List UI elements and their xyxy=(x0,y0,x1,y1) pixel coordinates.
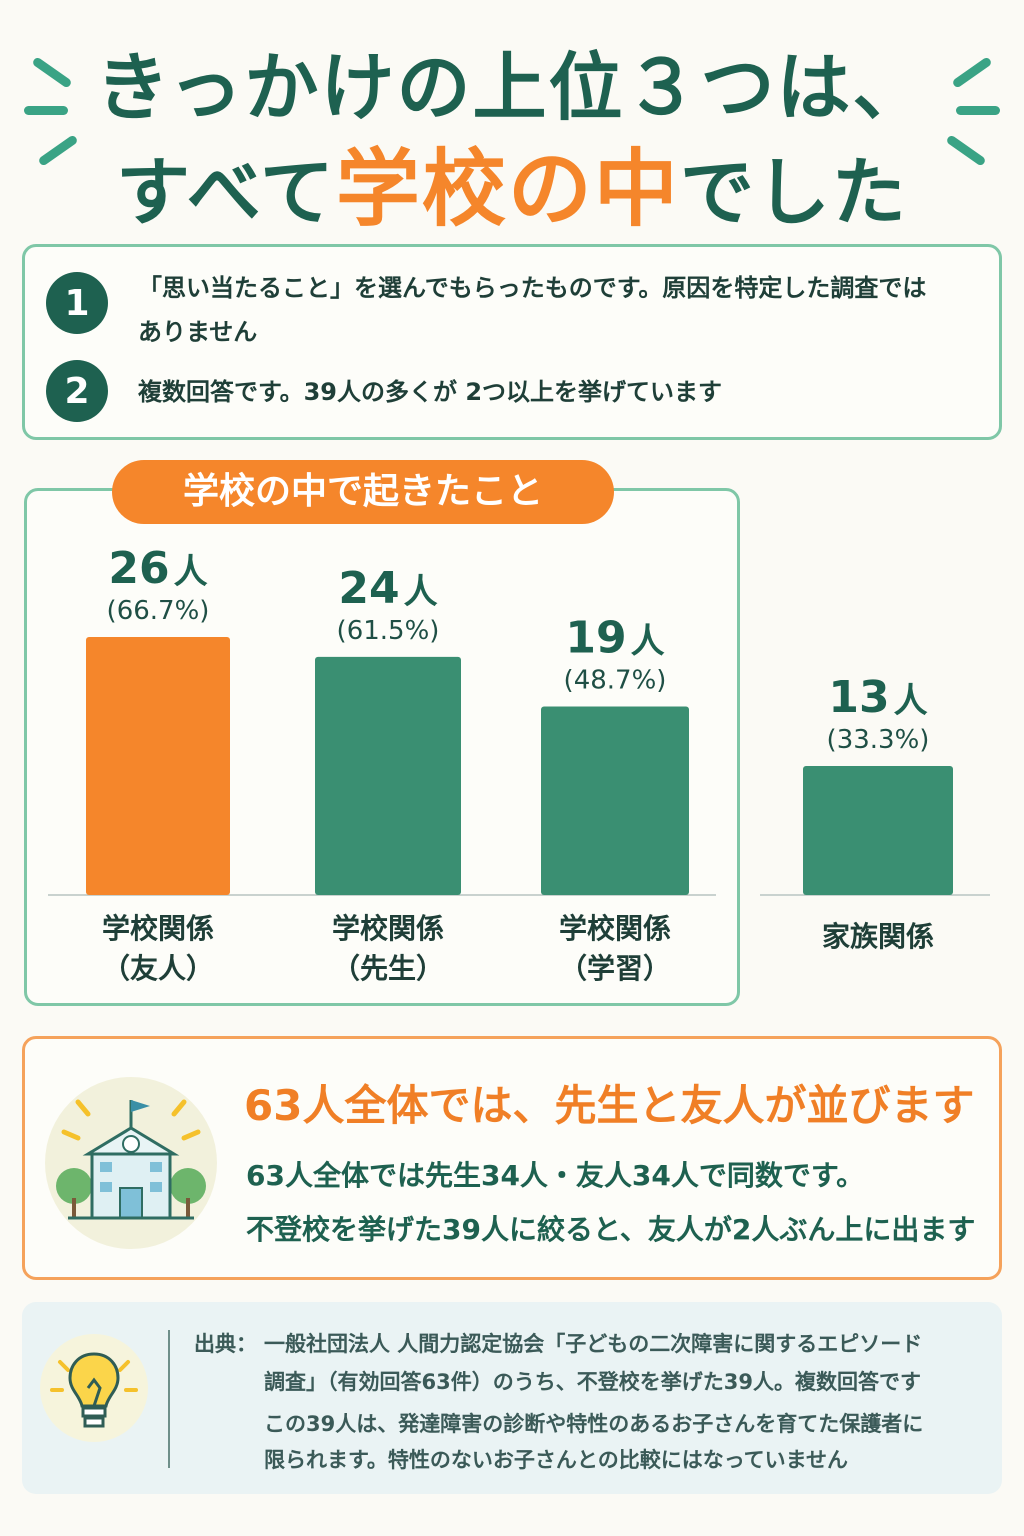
source-line2: 調査」（有効回答63件）のうち、不登校を挙げた39人。複数回答です xyxy=(264,1370,921,1394)
chart-value-label: 19 人 xyxy=(565,612,664,663)
chart-bar xyxy=(315,656,461,895)
summary-line1: 63人全体では先生34人・友人34人で同数です。 xyxy=(246,1159,865,1192)
chart-category-sublabel: （先生） xyxy=(332,952,444,985)
title-ray xyxy=(956,106,1000,115)
title-ray xyxy=(24,106,68,115)
source-line4: 限られます。特性のないお子さんとの比較にはなっていません xyxy=(264,1448,849,1472)
school-building-icon xyxy=(45,1077,217,1249)
note-number-1: 1 xyxy=(46,272,108,334)
chart-category-sublabel: （友人） xyxy=(102,952,214,985)
notes-box xyxy=(22,244,1002,440)
chart-value-label: 24 人 xyxy=(338,563,437,614)
chart-percent-label: (66.7%) xyxy=(107,596,210,626)
chart-bar xyxy=(803,766,953,895)
source-divider xyxy=(168,1330,170,1468)
chart-percent-label: (48.7%) xyxy=(564,665,667,695)
title-highlight: 学校の中 xyxy=(335,140,680,238)
source-line1: 一般社団法人 人間力認定協会「子どもの二次障害に関するエピソード xyxy=(264,1332,923,1356)
chart-category-label: 学校関係 xyxy=(332,912,444,945)
chart-value-label: 13 人 xyxy=(828,672,927,723)
note-2-line1: 複数回答です。39人の多くが 2つ以上を挙げています xyxy=(138,378,723,406)
lightbulb-icon xyxy=(40,1334,148,1442)
chart-bar xyxy=(86,637,230,895)
source-box xyxy=(22,1302,1002,1494)
source-label: 出典： xyxy=(194,1332,257,1356)
title-suffix: でした xyxy=(679,150,908,236)
chart-category-sublabel: （学習） xyxy=(559,952,671,985)
chart-bar xyxy=(541,706,689,895)
chart-percent-label: (61.5%) xyxy=(337,616,440,646)
chart-category-label: 家族関係 xyxy=(822,920,934,953)
chart-value-label: 26 人 xyxy=(108,543,207,594)
chart-category-label: 学校関係 xyxy=(102,912,214,945)
note-1-line1: 「思い当たること」を選んでもらったものです。原因を特定した調査では xyxy=(138,274,927,302)
page-title-line2: すべて学校の中でした xyxy=(0,122,1024,243)
chart-category-label: 学校関係 xyxy=(559,912,671,945)
note-1-line2: ありません xyxy=(138,318,258,346)
school-panel-title: 学校の中で起きたこと xyxy=(112,460,614,524)
page-title-line1: きっかけの上位３つは、 xyxy=(95,45,929,131)
summary-heading: 63人全体では、先生と友人が並びます xyxy=(244,1081,975,1130)
source-line3: この39人は、発達障害の診断や特性のあるお子さんを育てた保護者に xyxy=(264,1412,924,1436)
chart-percent-label: (33.3%) xyxy=(827,725,930,755)
title-prefix: すべて xyxy=(116,150,336,236)
summary-line2: 不登校を挙げた39人に絞ると、友人が2人ぶん上に出ます xyxy=(246,1213,976,1246)
note-number-2: 2 xyxy=(46,360,108,422)
